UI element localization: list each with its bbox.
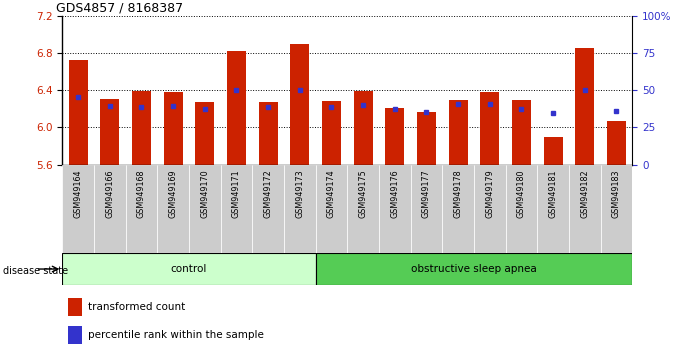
Text: GSM949164: GSM949164 xyxy=(73,169,82,218)
Bar xyxy=(448,99,468,165)
FancyBboxPatch shape xyxy=(62,253,316,285)
Bar xyxy=(164,92,182,165)
FancyBboxPatch shape xyxy=(474,165,506,253)
Text: GSM949173: GSM949173 xyxy=(295,169,304,218)
Text: percentile rank within the sample: percentile rank within the sample xyxy=(88,330,264,341)
Bar xyxy=(322,101,341,165)
Text: GSM949166: GSM949166 xyxy=(105,169,114,218)
Bar xyxy=(290,44,310,165)
Text: obstructive sleep apnea: obstructive sleep apnea xyxy=(411,264,537,274)
Text: GSM949168: GSM949168 xyxy=(137,169,146,218)
Bar xyxy=(354,91,372,165)
Bar xyxy=(480,92,499,165)
Text: GSM949170: GSM949170 xyxy=(200,169,209,218)
Bar xyxy=(227,51,246,165)
Text: GSM949174: GSM949174 xyxy=(327,169,336,218)
Text: GSM949179: GSM949179 xyxy=(485,169,494,218)
FancyBboxPatch shape xyxy=(189,165,220,253)
Text: GSM949183: GSM949183 xyxy=(612,169,621,218)
Bar xyxy=(68,59,88,165)
Text: control: control xyxy=(171,264,207,274)
FancyBboxPatch shape xyxy=(347,165,379,253)
Text: GSM949178: GSM949178 xyxy=(453,169,462,218)
FancyBboxPatch shape xyxy=(410,165,442,253)
Text: disease state: disease state xyxy=(3,266,68,276)
FancyBboxPatch shape xyxy=(569,165,600,253)
Bar xyxy=(417,112,436,165)
FancyBboxPatch shape xyxy=(158,165,189,253)
Bar xyxy=(100,99,120,165)
Text: GDS4857 / 8168387: GDS4857 / 8168387 xyxy=(57,2,184,15)
Text: GSM949169: GSM949169 xyxy=(169,169,178,218)
Bar xyxy=(195,102,214,165)
Bar xyxy=(575,48,594,165)
Text: GSM949176: GSM949176 xyxy=(390,169,399,218)
Bar xyxy=(544,137,562,165)
FancyBboxPatch shape xyxy=(600,165,632,253)
Text: GSM949171: GSM949171 xyxy=(232,169,241,218)
Text: transformed count: transformed count xyxy=(88,302,185,312)
Text: GSM949172: GSM949172 xyxy=(263,169,272,218)
Text: GSM949180: GSM949180 xyxy=(517,169,526,218)
Bar xyxy=(68,297,82,315)
FancyBboxPatch shape xyxy=(538,165,569,253)
Text: GSM949182: GSM949182 xyxy=(580,169,589,218)
FancyBboxPatch shape xyxy=(379,165,410,253)
Bar xyxy=(512,99,531,165)
FancyBboxPatch shape xyxy=(94,165,126,253)
Bar xyxy=(386,108,404,165)
FancyBboxPatch shape xyxy=(316,165,347,253)
FancyBboxPatch shape xyxy=(126,165,158,253)
FancyBboxPatch shape xyxy=(442,165,474,253)
FancyBboxPatch shape xyxy=(62,165,94,253)
Text: GSM949177: GSM949177 xyxy=(422,169,431,218)
FancyBboxPatch shape xyxy=(252,165,284,253)
Text: GSM949175: GSM949175 xyxy=(359,169,368,218)
Bar xyxy=(258,102,278,165)
FancyBboxPatch shape xyxy=(506,165,538,253)
Bar xyxy=(132,91,151,165)
FancyBboxPatch shape xyxy=(220,165,252,253)
Bar xyxy=(607,121,626,165)
FancyBboxPatch shape xyxy=(316,253,632,285)
FancyBboxPatch shape xyxy=(284,165,316,253)
Bar xyxy=(68,326,82,344)
Text: GSM949181: GSM949181 xyxy=(549,169,558,218)
